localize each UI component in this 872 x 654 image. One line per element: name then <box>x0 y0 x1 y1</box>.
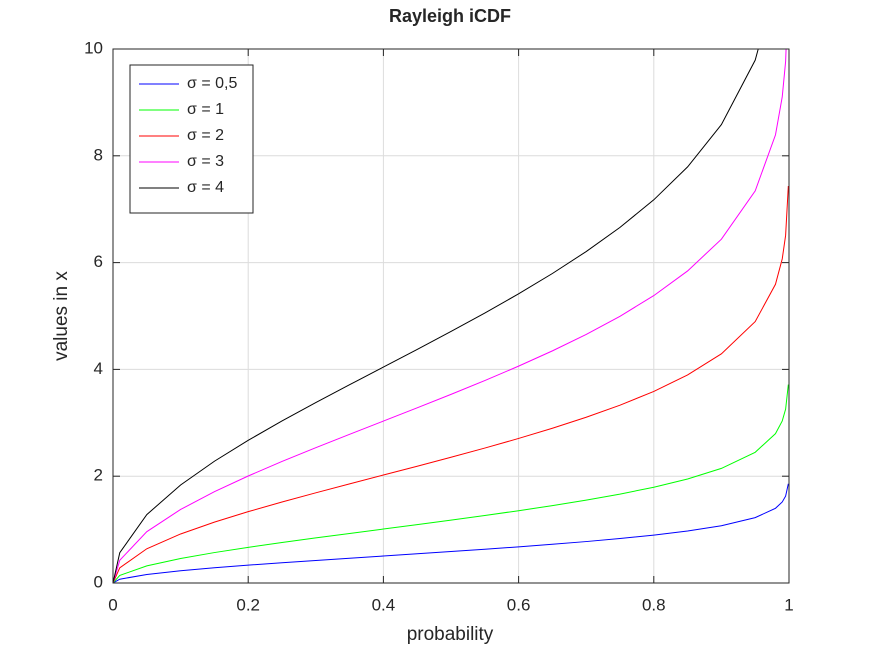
y-tick-label: 6 <box>94 252 103 271</box>
line-series <box>113 483 789 583</box>
y-tick-label: 0 <box>94 572 103 591</box>
grid <box>112 48 790 584</box>
legend-label: σ = 4 <box>187 179 224 196</box>
x-tick-label: 0.6 <box>507 595 531 614</box>
line-series <box>113 384 789 583</box>
y-tick-label: 4 <box>94 359 103 378</box>
line-series <box>113 185 789 583</box>
x-tick-label: 0.4 <box>372 595 396 614</box>
y-axis-label: values in x <box>51 271 72 361</box>
x-tick-label: 0 <box>108 595 117 614</box>
plot-frame <box>112 48 790 584</box>
legend-label: σ = 2 <box>187 127 224 144</box>
chart-title: Rayleigh iCDF <box>389 6 511 26</box>
y-tick-label: 2 <box>94 466 103 485</box>
x-tick-label: 0.2 <box>236 595 260 614</box>
x-tick-label: 0.8 <box>642 595 666 614</box>
legend: σ = 0,5 σ = 1 σ = 2 σ = 3 σ = 4 <box>129 64 254 214</box>
y-tick-label: 10 <box>84 38 103 57</box>
x-axis-label: probability <box>407 624 494 645</box>
legend-label: σ = 0,5 <box>187 75 237 92</box>
x-tick-label: 1 <box>784 595 793 614</box>
legend-label: σ = 1 <box>187 101 224 118</box>
lines <box>113 49 789 583</box>
line-series <box>113 49 787 583</box>
line-series <box>113 49 759 583</box>
legend-label: σ = 3 <box>187 153 224 170</box>
y-tick-label: 8 <box>94 145 103 164</box>
